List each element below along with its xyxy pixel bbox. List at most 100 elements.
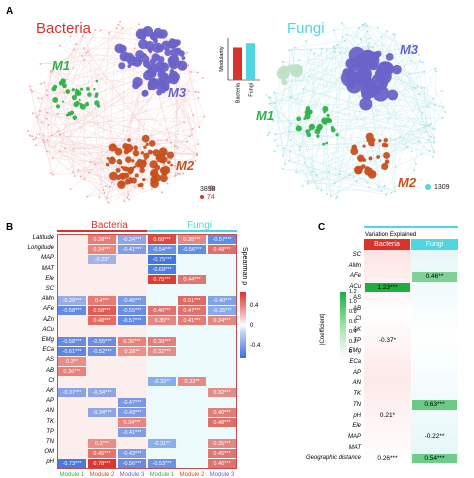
fungi-m1-node (327, 114, 330, 117)
bacteria-m2-node (142, 135, 150, 143)
bacteria-m3-node (169, 55, 180, 66)
fungi-m2-node (383, 152, 390, 159)
fungi-peripheral-node (442, 106, 444, 108)
bacteria-m2-node (129, 171, 132, 174)
fungi-peripheral-node (341, 22, 343, 24)
fungi-edge (428, 106, 442, 118)
bacteria-peripheral-node (83, 47, 85, 49)
bacteria-peripheral-node (123, 200, 125, 202)
bacteria-peripheral-node (57, 113, 59, 115)
bacteria-count-marker-colored (200, 195, 204, 199)
fungi-m2-node (371, 143, 374, 146)
row-label-longitude: Longitude (0, 245, 54, 251)
row-label-sc: SC (304, 252, 361, 258)
bacteria-peripheral-node (126, 197, 128, 199)
bacteria-peripheral-node (89, 161, 91, 163)
heatmap-frame (57, 234, 237, 469)
bacteria-peripheral-node (188, 90, 190, 92)
bacteria-m1-node (96, 80, 99, 83)
bacteria-peripheral-node (186, 141, 188, 143)
column-label-fungi-module-3: Module 3 (207, 472, 237, 478)
bacteria-edge (43, 131, 58, 140)
fungi-peripheral-node (415, 163, 417, 165)
column-label-fungi-module-1: Module 1 (147, 472, 177, 478)
fungi-m1-light-node (281, 79, 287, 85)
fungi-peripheral-node (289, 151, 291, 153)
bacteria-peripheral-node (174, 146, 176, 148)
bacteria-m1-node (73, 102, 78, 107)
fungi-edge (284, 148, 395, 191)
fungi-peripheral-node (425, 125, 427, 127)
fungi-peripheral-node (368, 47, 370, 49)
row-label-azn: AZn (0, 317, 54, 323)
fungi-peripheral-node (369, 38, 371, 40)
fungi-m1-node (309, 129, 311, 131)
fungi-peripheral-node (316, 188, 318, 190)
panel-b-letter: B (6, 222, 13, 233)
bacteria-m3-node (150, 83, 153, 86)
fungi-peripheral-node (267, 134, 269, 136)
bacteria-peripheral-node (75, 43, 77, 45)
bacteria-m2-node (124, 166, 129, 171)
fungi-peripheral-node (336, 196, 338, 198)
coefficient-legend-tick: 0.6 (349, 319, 357, 325)
bacteria-m2-node (134, 147, 137, 150)
fungi-peripheral-node (441, 90, 443, 92)
bacteria-peripheral-node (111, 182, 113, 184)
fungi-peripheral-node (339, 52, 341, 54)
bacteria-edge (109, 22, 120, 33)
coefficient-legend-tick: 1.2 (349, 289, 357, 295)
bacteria-peripheral-node (72, 171, 74, 173)
fungi-peripheral-node (304, 162, 306, 164)
bacteria-peripheral-node (35, 144, 37, 146)
bacteria-peripheral-node (40, 63, 42, 65)
row-label-tk: TK (304, 391, 361, 397)
fungi-peripheral-node (311, 171, 313, 173)
fungi-peripheral-node (419, 140, 421, 142)
fungi-m1-node (316, 134, 319, 137)
fungi-peripheral-node (290, 123, 292, 125)
bacteria-m2-node (110, 156, 114, 160)
fungi-peripheral-node (273, 92, 275, 94)
column-label-bacteria-module-3: Module 3 (117, 472, 147, 478)
bacteria-peripheral-node (43, 82, 45, 84)
row-label-ap: AP (0, 398, 54, 404)
bacteria-m2-node (135, 173, 139, 177)
fungi-peripheral-node (421, 153, 423, 155)
fungi-peripheral-node (423, 87, 425, 89)
row-label-amn: AMn (0, 296, 54, 302)
coefficient-legend-title: |Coefficient| (320, 314, 326, 345)
row-label-ak: AK (0, 388, 54, 394)
fungi-m3-node (392, 65, 402, 75)
bacteria-peripheral-node (70, 188, 72, 190)
spearman-tick-pos: 0.4 (250, 303, 258, 309)
row-label-latitude: Latitude (0, 235, 54, 241)
bacteria-m3-node (156, 90, 162, 96)
fungi-peripheral-node (433, 137, 435, 139)
fungi-peripheral-node (432, 156, 434, 158)
bacteria-peripheral-node (190, 71, 192, 73)
bacteria-m3-node (120, 46, 123, 49)
row-label-emg: EMg (304, 348, 361, 354)
fungi-peripheral-node (282, 168, 284, 170)
bacteria-m1-label: M1 (52, 58, 70, 73)
bacteria-m3-node (123, 56, 128, 61)
fungi-peripheral-node (336, 44, 338, 46)
bacteria-peripheral-node (134, 47, 136, 49)
fungi-peripheral-node (429, 150, 431, 152)
bacteria-m1-node (80, 88, 83, 91)
bacteria-peripheral-node (36, 116, 38, 118)
bacteria-peripheral-node (192, 114, 194, 116)
row-label-ele: Ele (0, 276, 54, 282)
row-label-tk: TK (0, 419, 54, 425)
bacteria-peripheral-node (202, 77, 204, 79)
fungi-peripheral-node (326, 49, 328, 51)
bacteria-m2-node (139, 183, 144, 188)
fungi-peripheral-node (410, 60, 412, 62)
bacteria-m3-node (152, 42, 163, 53)
bacteria-peripheral-node (192, 128, 194, 130)
fungi-peripheral-node (363, 24, 365, 26)
fungi-peripheral-node (422, 62, 424, 64)
spearman-tick-neg: -0.4 (250, 343, 260, 349)
bacteria-peripheral-node (35, 137, 37, 139)
